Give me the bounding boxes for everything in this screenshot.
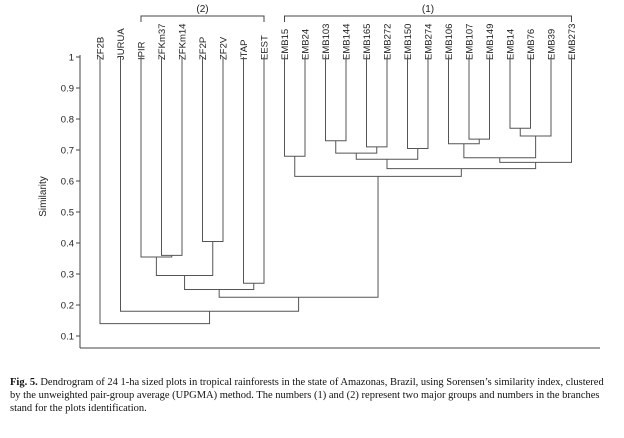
- dendrogram-branch: [120, 57, 300, 312]
- leaf-label: ZF2V: [219, 36, 230, 60]
- y-tick-label: 0.3: [61, 270, 74, 281]
- dendrogram-branch: [155, 241, 214, 277]
- group-bracket: [284, 15, 572, 22]
- leaf-label: EMB107: [465, 24, 476, 60]
- leaf-label: ZF2P: [198, 37, 209, 60]
- dendrogram-branch: [386, 159, 537, 170]
- leaf-label: ZFKm37: [157, 24, 168, 60]
- y-tick-label: 0.4: [61, 239, 74, 250]
- group-bracket: [140, 15, 265, 22]
- y-tick-label: 0.9: [61, 84, 74, 95]
- dendrogram-branch: [161, 57, 183, 256]
- leaf-label: EMB273: [567, 24, 578, 60]
- dendrogram-branch: [448, 57, 480, 145]
- dendrogram-branch: [407, 57, 429, 149]
- leaf-label: EMB24: [301, 29, 312, 60]
- y-tick-label: 0.8: [61, 115, 74, 126]
- leaf-label: EMB150: [403, 24, 414, 60]
- y-axis-label: Similarity: [38, 176, 49, 217]
- y-tick-label: 0.6: [61, 177, 74, 188]
- leaf-label: EMB149: [485, 24, 496, 60]
- dendrogram-branch: [243, 57, 265, 284]
- dendrogram-branch: [218, 176, 379, 298]
- dendrogram-branch: [366, 57, 388, 148]
- group-label: (2): [196, 4, 208, 15]
- caption-label: Fig. 5.: [10, 377, 38, 388]
- leaf-label: EMB14: [506, 29, 517, 60]
- leaf-label: EMB144: [342, 24, 353, 60]
- y-tick-label: 0.1: [61, 332, 74, 343]
- leaf-label: ZFKm14: [178, 24, 189, 60]
- dendrogram-branch: [99, 57, 211, 325]
- dendrogram-branch: [140, 57, 173, 258]
- leaf-label: ZF2B: [96, 37, 107, 60]
- y-tick-label: 1: [69, 53, 74, 64]
- y-axis: 1 0.9 0.8 0.7 0.6 0.5 0.4 0.3 0.2 0.1: [61, 53, 600, 349]
- dendrogram-branch: [519, 57, 552, 137]
- group-label: (1): [422, 4, 434, 15]
- leaf-label: EMB103: [321, 24, 332, 60]
- y-tick-label: 0.7: [61, 146, 74, 157]
- leaf-label: EMB106: [444, 24, 455, 60]
- dendrogram-branch: [284, 57, 306, 157]
- figure-caption: Fig. 5. Dendrogram of 24 1-ha sized plot…: [10, 376, 614, 415]
- dendrogram-branch: [509, 57, 531, 129]
- leaf-label: EMB39: [547, 29, 558, 60]
- leaf-label: EMB274: [424, 24, 435, 60]
- dendrogram-branches: [99, 57, 572, 325]
- leaf-labels: ZF2B JURUA IPIR ZFKm37 ZFKm14 ZF2P ZF2V ITAP EES…: [96, 24, 579, 60]
- y-tick-label: 0.2: [61, 301, 74, 312]
- leaf-label: ITAP: [239, 40, 250, 60]
- dendrogram-branch: [355, 148, 419, 160]
- y-tick-label: 0.5: [61, 208, 74, 219]
- leaf-label: EMB165: [362, 24, 373, 60]
- dendrogram-branch: [202, 57, 224, 242]
- leaf-label: EEST: [260, 35, 271, 60]
- leaf-label: JURUA: [116, 28, 127, 60]
- dendrogram-chart: 1 0.9 0.8 0.7 0.6 0.5 0.4 0.3 0.2 0.1 (2) (1) ZF2B…: [38, 4, 600, 349]
- dendrogram-branch: [325, 57, 347, 142]
- dendrogram-branch: [468, 57, 490, 140]
- leaf-label: EMB76: [526, 29, 537, 60]
- group-brackets: (2) (1): [140, 4, 572, 22]
- leaf-label: EMB272: [383, 24, 394, 60]
- leaf-label: EMB15: [280, 29, 291, 60]
- caption-text: Dendrogram of 24 1-ha sized plots in tro…: [10, 377, 604, 414]
- leaf-label: IPIR: [137, 41, 148, 60]
